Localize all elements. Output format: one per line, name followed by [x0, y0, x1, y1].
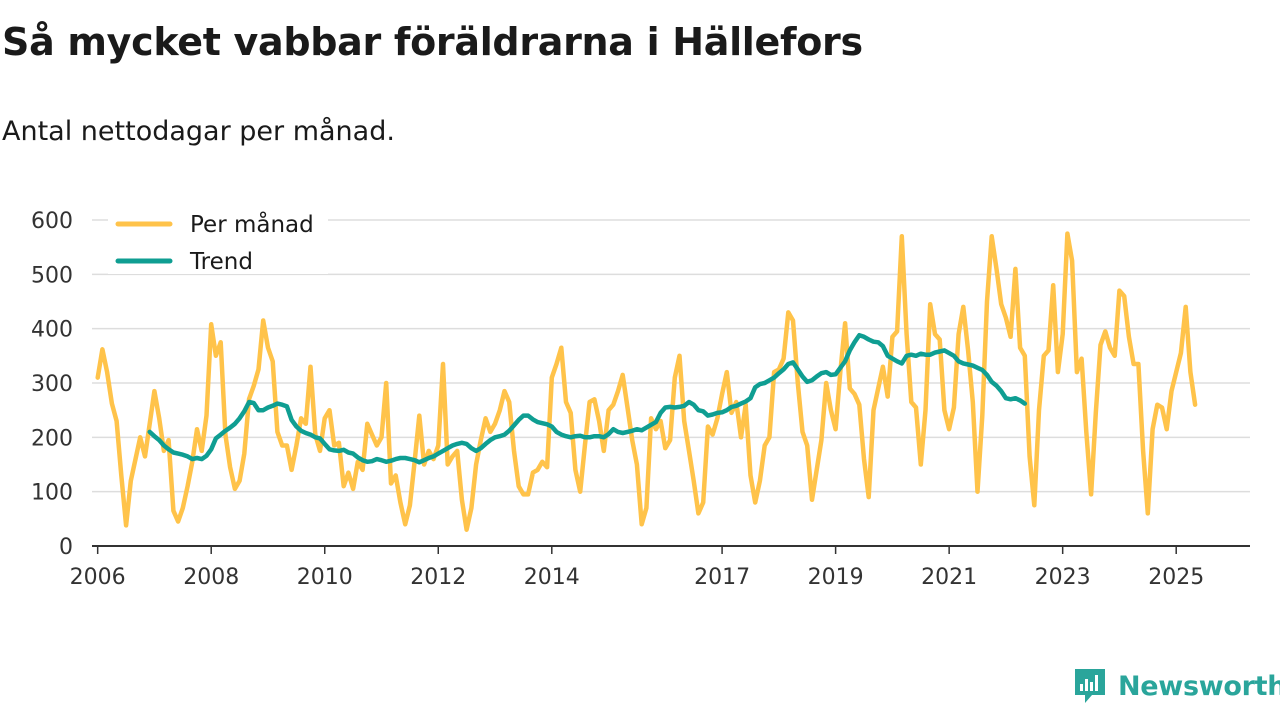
- brand-name: Newsworthy: [1118, 670, 1280, 702]
- chart-subtitle: Antal nettodagar per månad.: [2, 116, 395, 147]
- series-line-per-manad: [95, 231, 1198, 532]
- x-tick-label: 2019: [808, 565, 864, 590]
- x-tick-label: 2025: [1148, 565, 1204, 590]
- x-tick-label: 2014: [524, 565, 580, 590]
- y-tick-label: 100: [31, 481, 73, 506]
- legend: Per månad Trend: [108, 208, 328, 275]
- x-tick-label: 2023: [1035, 565, 1091, 590]
- x-tick-label: 2010: [297, 565, 353, 590]
- y-axis-ticks: 0 100 200 300 400 500 600: [31, 209, 73, 560]
- x-tick-label: 2006: [70, 565, 126, 590]
- y-tick-label: 400: [31, 318, 73, 343]
- x-axis: 2006 2008 2010 2012 2014 2017 2019 2021 2023 2025: [70, 545, 1250, 590]
- y-tick-label: 0: [59, 535, 73, 560]
- y-tick-label: 600: [31, 209, 73, 234]
- legend-label: Trend: [189, 249, 253, 275]
- x-tick-label: 2008: [183, 565, 239, 590]
- y-tick-label: 200: [31, 426, 73, 451]
- series-lines: [95, 231, 1198, 532]
- x-tick-label: 2021: [921, 565, 977, 590]
- legend-label: Per månad: [190, 210, 314, 238]
- newsworthy-logo-icon: [1075, 669, 1105, 703]
- y-tick-label: 500: [31, 263, 73, 288]
- series-line-trend: [147, 332, 1028, 465]
- y-tick-label: 300: [31, 372, 73, 397]
- newsworthy-brand[interactable]: Newsworthy: [1072, 666, 1280, 706]
- x-tick-label: 2012: [410, 565, 466, 590]
- chart-title: Så mycket vabbar föräldrarna i Hällefors: [2, 20, 863, 64]
- x-tick-label: 2017: [694, 565, 750, 590]
